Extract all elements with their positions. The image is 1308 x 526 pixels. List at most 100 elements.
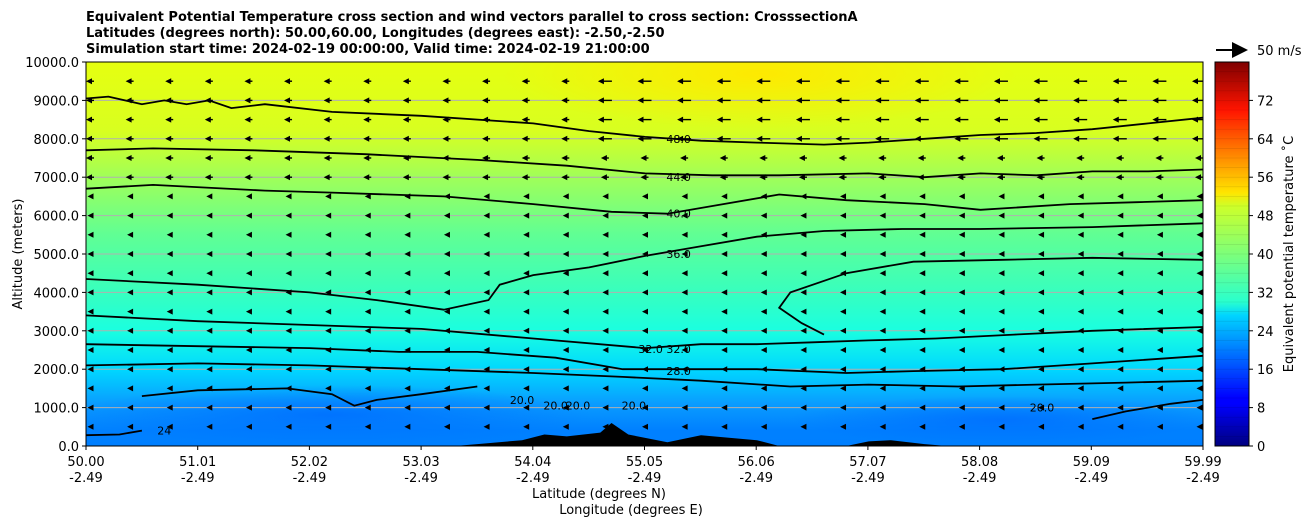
contour-label: 32.0 xyxy=(638,343,663,356)
x-tick-label-longitude: -2.49 xyxy=(1074,471,1108,486)
wind-vector xyxy=(206,251,213,257)
colorbar-tick-label: 48 xyxy=(1257,210,1274,225)
wind-vector xyxy=(681,231,688,238)
wind-vector xyxy=(562,289,569,296)
wind-vector xyxy=(523,231,530,238)
wind-vector xyxy=(364,289,371,296)
wind-vector xyxy=(958,212,965,219)
wind-vector xyxy=(993,116,1008,123)
wind-vector xyxy=(165,155,174,161)
wind-vector xyxy=(1117,385,1124,392)
wind-vector xyxy=(166,193,173,200)
wind-vector xyxy=(681,212,688,219)
wind-vector xyxy=(206,308,213,315)
wind-vector xyxy=(523,385,530,392)
wind-vector xyxy=(363,116,372,123)
wind-vector xyxy=(998,347,1005,353)
contour-line-34 xyxy=(777,256,1203,336)
wind-vector xyxy=(1195,155,1203,161)
wind-vector xyxy=(87,347,94,353)
wind-vector xyxy=(404,327,411,334)
wind-vector xyxy=(600,155,609,161)
wind-vector xyxy=(285,423,292,430)
wind-vector xyxy=(166,423,173,430)
wind-vector xyxy=(1156,423,1163,430)
colorbar: 0 8 16 24 32 40 48 56 64 72 xyxy=(1214,61,1274,455)
x-axis-label-longitude: Longitude (degrees E) xyxy=(559,503,703,518)
wind-vector xyxy=(1117,270,1124,277)
wind-vector xyxy=(879,212,886,219)
y-tick-label: 6000.0 xyxy=(34,210,80,225)
wind-vector xyxy=(1196,423,1203,430)
x-tick-label-longitude: -2.49 xyxy=(404,471,438,486)
wind-vector xyxy=(245,385,252,392)
wind-vector xyxy=(285,231,292,238)
wind-vector xyxy=(597,116,612,123)
wind-vector xyxy=(165,78,174,85)
wind-vector xyxy=(1038,366,1045,373)
wind-vector xyxy=(998,231,1005,238)
wind-vector xyxy=(721,404,728,411)
wind-vector xyxy=(364,251,371,257)
wind-vector xyxy=(284,97,293,104)
wind-vector xyxy=(523,289,530,296)
wind-vector xyxy=(443,366,450,373)
wind-vector xyxy=(404,347,411,353)
wind-vector xyxy=(404,404,411,411)
wind-vector xyxy=(1115,174,1124,181)
wind-vector xyxy=(760,251,767,257)
wind-vector xyxy=(795,97,810,104)
wind-vector xyxy=(993,97,1008,104)
wind-vector xyxy=(561,97,570,104)
wind-vector xyxy=(914,97,929,104)
wind-vector xyxy=(1156,327,1163,334)
x-axis-label-latitude: Latitude (degrees N) xyxy=(532,487,666,502)
wind-vector xyxy=(127,366,134,373)
x-tick-label-longitude: -2.49 xyxy=(1186,471,1220,486)
wind-vector xyxy=(1038,347,1045,353)
wind-vector xyxy=(404,231,411,238)
wind-vector xyxy=(87,270,94,277)
y-axis-label: Altitude (meters) xyxy=(11,199,26,310)
wind-vector xyxy=(1077,347,1084,353)
wind-vector xyxy=(879,327,886,334)
wind-vector xyxy=(325,404,332,411)
x-tick-label-longitude: -2.49 xyxy=(516,471,550,486)
wind-vector xyxy=(760,289,767,296)
wind-vector xyxy=(958,231,965,238)
wind-vector xyxy=(1156,308,1163,315)
wind-vector xyxy=(721,289,728,296)
x-tick-label-latitude: 54.04 xyxy=(514,455,551,470)
wind-vector xyxy=(1117,231,1124,238)
wind-vector xyxy=(835,97,850,104)
x-tick-label-longitude: -2.49 xyxy=(69,471,103,486)
x-tick-label-longitude: -2.49 xyxy=(739,471,773,486)
wind-vector xyxy=(681,251,688,257)
x-tick-label-latitude: 52.02 xyxy=(291,455,328,470)
wind-vector xyxy=(760,270,767,277)
x-tick-label-latitude: 57.07 xyxy=(849,455,886,470)
wind-vector xyxy=(681,404,688,411)
wind-vector xyxy=(996,174,1005,181)
wind-vector xyxy=(919,347,926,353)
wind-vector xyxy=(879,366,886,373)
colorbar-tick-label: 24 xyxy=(1257,325,1274,340)
wind-vector xyxy=(482,78,491,85)
contour-label: 20.0 xyxy=(1030,402,1055,415)
wind-vector xyxy=(87,251,94,257)
wind-vector xyxy=(642,347,648,353)
wind-vector xyxy=(597,135,612,142)
wind-vector xyxy=(756,116,771,123)
contour-line-26 xyxy=(86,362,1203,388)
wind-vector xyxy=(206,231,213,238)
plot-area: 48.044.040.036.032.032.028.020.020.0 20.0… xyxy=(86,62,1203,446)
wind-vector xyxy=(404,193,411,200)
wind-vector xyxy=(838,174,847,181)
colorbar-tick-label: 64 xyxy=(1257,133,1274,148)
wind-vector xyxy=(760,212,767,219)
wind-vector xyxy=(364,327,371,334)
wind-vector xyxy=(404,212,411,219)
wind-vector xyxy=(404,385,411,392)
wind-vector xyxy=(482,116,491,123)
wind-vector xyxy=(1196,308,1203,315)
